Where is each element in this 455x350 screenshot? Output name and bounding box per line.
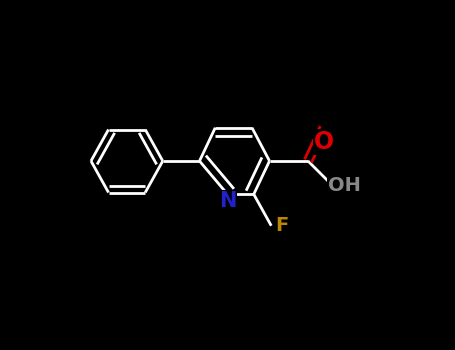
Text: N: N (219, 191, 236, 211)
Text: O: O (313, 130, 334, 154)
Text: F: F (275, 216, 288, 235)
Text: OH: OH (329, 176, 361, 195)
